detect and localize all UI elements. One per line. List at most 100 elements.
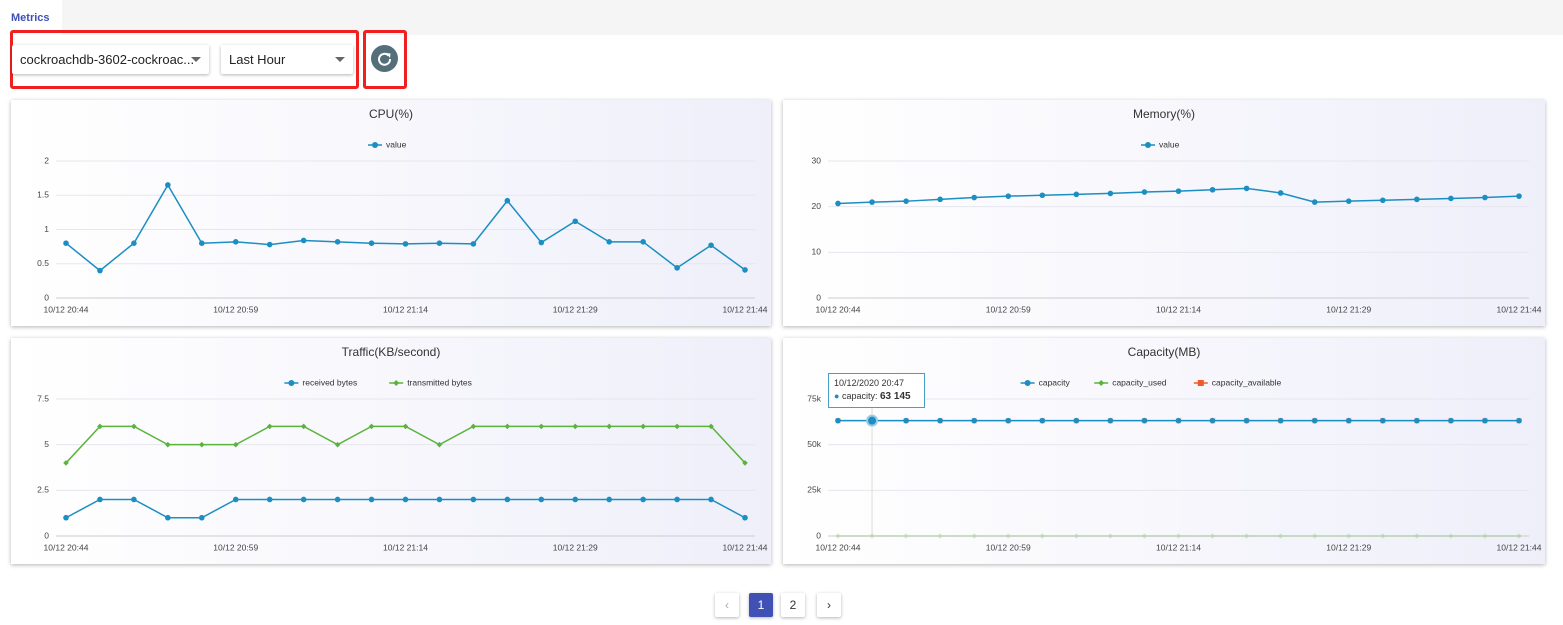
series [835, 417, 1522, 424]
tooltip-dot: ● [834, 391, 842, 401]
x-tick-label: 10/12 21:29 [553, 542, 598, 552]
data-point [1209, 186, 1216, 193]
y-tick-label: 7.5 [37, 393, 49, 403]
data-point [1039, 192, 1046, 199]
range-select[interactable]: Last Hour [221, 45, 353, 74]
next-page[interactable]: › [817, 593, 841, 617]
data-point [1005, 533, 1012, 539]
x-tick-label: 10/12 21:14 [1156, 304, 1201, 314]
data-point [131, 496, 137, 503]
data-point [1448, 533, 1454, 539]
legend-label: value [1159, 139, 1180, 149]
data-point [199, 514, 205, 521]
data-point [300, 237, 307, 244]
y-tick-label: 2 [44, 155, 49, 165]
data-point [334, 239, 341, 245]
x-tick-label: 10/12 21:44 [1497, 542, 1542, 552]
prev-page[interactable]: ‹ [715, 593, 739, 617]
data-point [1414, 533, 1420, 539]
data-point [1005, 193, 1012, 199]
data-point [402, 241, 409, 247]
data-point [1107, 190, 1114, 197]
x-tick-label: 10/12 21:29 [1326, 542, 1371, 552]
tab[interactable]: Metrics [0, 0, 62, 35]
data-point [742, 460, 748, 466]
series [835, 533, 1522, 539]
page-button[interactable]: 2 [781, 593, 805, 617]
data-point [572, 218, 579, 225]
data-point [1039, 533, 1046, 539]
data-point [538, 239, 545, 246]
y-tick-label: 1.5 [37, 190, 49, 200]
x-tick-label: 10/12 20:44 [44, 542, 89, 552]
data-point [1516, 533, 1522, 539]
data-point [199, 240, 205, 246]
chart-card: Memory(%) value 0 10 20 30 10/12 20:44 10/12 20… [783, 100, 1545, 326]
x-tick-label: 10/12 20:59 [986, 542, 1031, 552]
data-point [903, 417, 909, 424]
series [63, 496, 748, 521]
data-point [368, 423, 375, 430]
legend-marker [393, 380, 400, 386]
legend-label: transmitted bytes [407, 377, 472, 387]
tooltip: 10/12/2020 20:47 ● capacity: 63 145 [828, 373, 925, 408]
data-point [937, 417, 943, 424]
data-point [300, 496, 307, 503]
data-point [334, 441, 341, 448]
chart: CPU(%) value 0 0.5 1 1.5 2 10/12 20:44 10/12 20:… [37, 107, 768, 314]
refresh-button[interactable] [371, 45, 398, 72]
chart-title: Capacity(MB) [1128, 345, 1201, 359]
data-point [1414, 196, 1420, 203]
data-point [504, 197, 511, 204]
chart: Traffic(KB/second) received bytes transmit… [37, 345, 768, 552]
data-point [1277, 417, 1284, 424]
legend-marker [372, 142, 378, 148]
data-point [1414, 417, 1420, 424]
data-point [1073, 533, 1080, 539]
data-point [232, 239, 239, 245]
chart-title: CPU(%) [369, 107, 413, 121]
tooltip-title: 10/12/2020 20:47 [834, 378, 905, 388]
chart: Capacity(MB)capacity capacity_used capacit… [807, 345, 1542, 552]
x-tick-label: 10/12 21:44 [1497, 304, 1542, 314]
data-point [334, 496, 341, 503]
legend-label: value [386, 139, 407, 149]
page-button[interactable]: 1 [749, 593, 773, 617]
data-point [1243, 185, 1250, 192]
data-point [266, 241, 273, 248]
instance-select[interactable]: cockroachdb-3602-cockroac... [12, 45, 209, 74]
data-point [674, 423, 680, 430]
legend-marker [1145, 142, 1151, 148]
x-tick-label: 10/12 21:29 [1326, 304, 1371, 314]
tooltip-label: capacity: [841, 391, 878, 401]
hover-point [866, 414, 879, 427]
select-value: cockroachdb-3602-cockroac... [20, 52, 195, 67]
data-point [1141, 417, 1148, 424]
data-point [402, 423, 409, 430]
refresh-icon [378, 52, 392, 66]
y-tick-label: 20 [812, 201, 822, 211]
y-tick-label: 0 [816, 292, 821, 302]
data-point [1175, 188, 1182, 194]
data-point [971, 194, 977, 201]
y-tick-label: 5 [44, 439, 49, 449]
data-point [63, 514, 69, 521]
data-point [1107, 417, 1114, 424]
data-point [470, 496, 477, 503]
data-point [1073, 417, 1080, 424]
data-point [97, 267, 103, 274]
data-point [1516, 193, 1522, 199]
tooltip-value: 63 145 [879, 391, 911, 402]
data-point [504, 423, 511, 430]
data-point [869, 199, 875, 205]
data-point [1243, 533, 1250, 539]
data-point [835, 200, 841, 207]
data-point [504, 496, 511, 503]
data-point [971, 417, 977, 424]
series [835, 185, 1522, 207]
data-point [1209, 533, 1216, 539]
data-point [708, 423, 714, 430]
data-point [1277, 533, 1284, 539]
data-point [1175, 533, 1182, 539]
data-point [266, 423, 273, 430]
